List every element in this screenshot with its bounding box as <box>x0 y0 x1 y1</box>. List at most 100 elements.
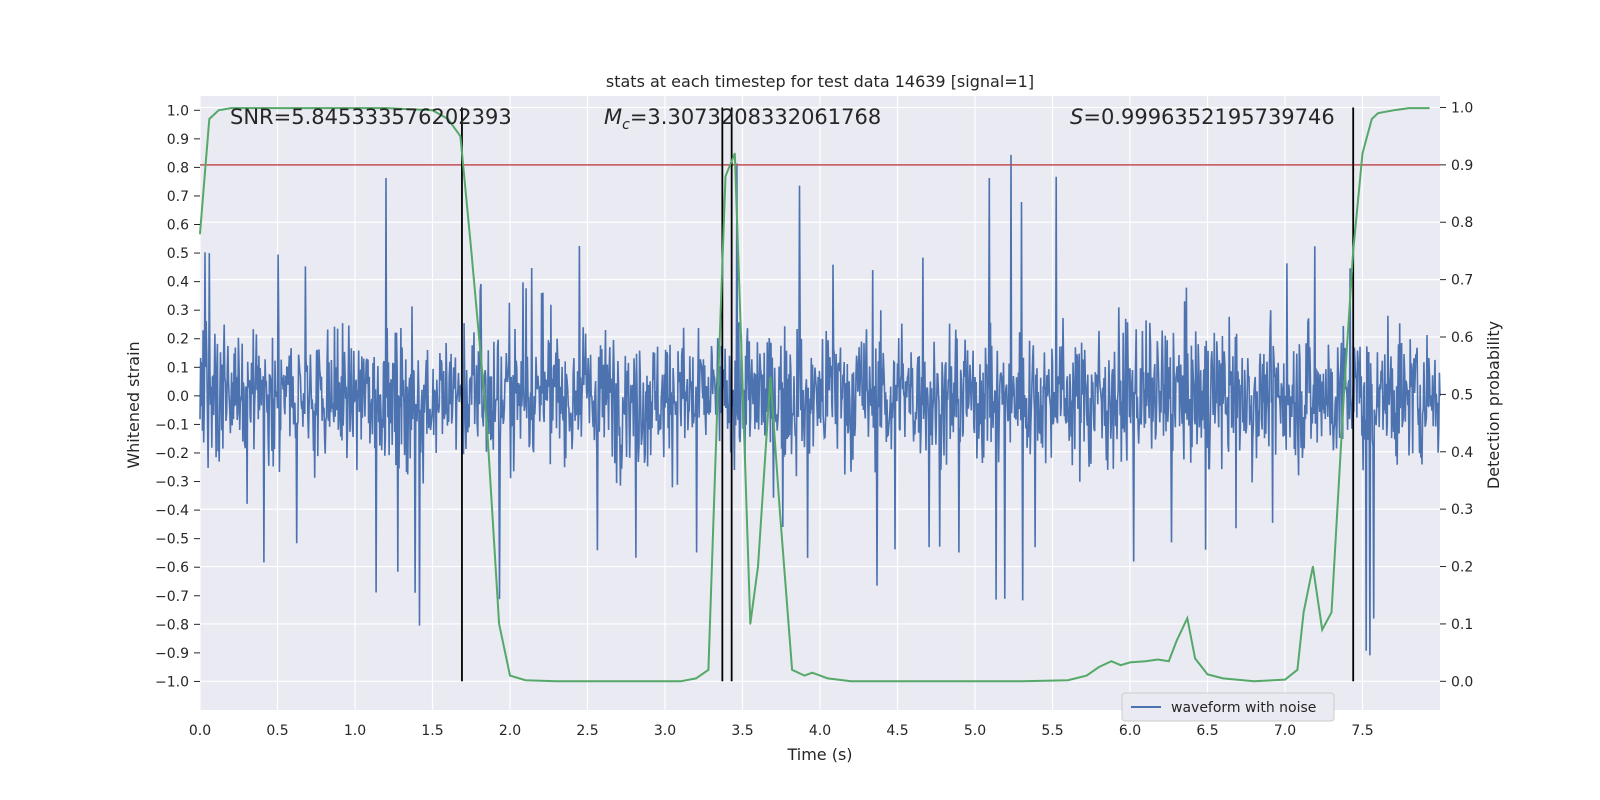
y-right-tick-label: 0.4 <box>1451 445 1473 461</box>
chirp-mass-value: =3.3073208332061768 <box>630 105 881 129</box>
y-left-tick-label: 0.4 <box>167 275 189 291</box>
chirp-mass-subscript: c <box>622 117 630 133</box>
x-tick-label: 0.0 <box>189 723 211 739</box>
probability-point <box>555 680 558 683</box>
probability-point <box>757 565 759 568</box>
legend: waveform with noise <box>1121 692 1335 722</box>
probability-point <box>509 674 511 677</box>
probability-point <box>217 109 220 112</box>
y-right-tick-label: 0.6 <box>1451 330 1473 346</box>
y-left-tick-label: −0.1 <box>155 417 189 433</box>
y-left-tick-label: −0.2 <box>155 446 189 462</box>
probability-point <box>734 152 736 155</box>
probability-point <box>827 677 829 680</box>
probability-point <box>707 669 710 671</box>
significance-annotation: S=0.9996352195739746 <box>1070 105 1335 129</box>
probability-point <box>1144 660 1147 662</box>
y-left-tick-label: 0.7 <box>167 189 189 205</box>
x-tick-label: 7.5 <box>1351 723 1373 739</box>
legend-label: waveform with noise <box>1171 700 1316 716</box>
probability-point <box>1157 658 1159 661</box>
y-left-tick-label: 0.9 <box>167 132 189 148</box>
x-tick-label: 6.0 <box>1119 723 1141 739</box>
snr-annotation: SNR=5.845333576202393 <box>230 105 512 129</box>
y-left-tick-label: 0.6 <box>167 218 189 234</box>
probability-point <box>1186 617 1189 619</box>
probability-point <box>1067 679 1069 681</box>
x-tick-label: 4.0 <box>809 723 831 739</box>
probability-point <box>803 674 806 677</box>
probability-point <box>850 680 852 683</box>
probability-point <box>208 118 211 120</box>
probability-point <box>470 250 473 252</box>
probability-point <box>230 107 232 109</box>
probability-point <box>1377 112 1379 114</box>
probability-point <box>199 232 201 235</box>
overlay <box>199 107 1440 683</box>
y-left-tick-label: 0.8 <box>167 160 189 176</box>
probability-point <box>1206 673 1209 676</box>
probability-point <box>716 393 719 396</box>
probability-point <box>498 623 500 625</box>
probability-point <box>1110 660 1113 662</box>
y-right-tick-label: 0.5 <box>1451 387 1473 403</box>
x-tick-label: 0.5 <box>266 723 288 739</box>
y-left-tick-label: −0.5 <box>155 532 189 548</box>
probability-point <box>1312 565 1314 568</box>
probability-point <box>1408 107 1410 109</box>
y-left-tick-label: −0.6 <box>155 560 189 576</box>
y-right-tick-label: 0.9 <box>1451 158 1473 174</box>
y-right-axis-label: Detection probability <box>1484 321 1503 489</box>
probability-point <box>811 671 814 674</box>
probability-point <box>486 422 488 424</box>
probability-point <box>447 118 449 120</box>
probability-point <box>1371 118 1373 120</box>
probability-point <box>1098 666 1100 668</box>
x-tick-label: 2.5 <box>576 723 598 739</box>
y-left-tick-label: −0.9 <box>155 646 189 662</box>
x-tick-label: 7.0 <box>1274 723 1296 739</box>
probability-point <box>1284 678 1286 681</box>
y-right-tick-label: 0.3 <box>1451 502 1473 518</box>
x-tick-label: 4.5 <box>886 723 908 739</box>
probability-point <box>602 680 604 683</box>
y-left-tick-label: 0.2 <box>167 332 189 348</box>
chirp-mass-annotation: Mc=3.3073208332061768 <box>604 105 881 133</box>
y-left-tick-label: −0.4 <box>155 503 189 519</box>
probability-point <box>679 680 682 683</box>
y-left-tick-label: −1.0 <box>155 674 189 690</box>
probability-point <box>1428 107 1430 109</box>
probability-point <box>740 336 742 338</box>
y-right-tick-label: 0.0 <box>1451 674 1473 690</box>
x-tick-label: 6.5 <box>1196 723 1218 739</box>
y-left-axis-label: Whitened strain <box>124 341 143 468</box>
probability-point <box>524 679 527 681</box>
probability-point <box>1330 611 1333 614</box>
probability-point <box>1119 664 1122 666</box>
x-tick-label: 1.0 <box>344 723 366 739</box>
y-left-tick-label: −0.3 <box>155 475 189 491</box>
probability-point <box>1175 640 1178 642</box>
probability-point <box>695 677 697 680</box>
probability-point <box>1296 669 1299 671</box>
chart-title: stats at each timestep for test data 146… <box>606 72 1034 91</box>
y-left-tick-label: 0.3 <box>167 303 189 319</box>
y-right-tick-label: 1.0 <box>1451 100 1473 116</box>
probability-point <box>1222 677 1224 680</box>
y-left-tick-label: 0.5 <box>167 246 189 262</box>
x-tick-label: 1.5 <box>421 723 443 739</box>
probability-point <box>791 669 793 671</box>
x-tick-label: 2.0 <box>499 723 521 739</box>
probability-point <box>1302 611 1305 614</box>
probability-point <box>1321 628 1323 631</box>
x-axis-ticks: 0.0 0.5 1.0 1.5 2.0 2.5 3.0 3.5 4.0 4.5 5.0 5.5 6.0 6… <box>189 723 1374 739</box>
probability-point <box>1392 109 1395 112</box>
x-tick-label: 3.0 <box>654 723 676 739</box>
y-right-axis-ticks: 1.0 0.9 0.8 0.7 0.6 0.5 0.4 0.3 0.2 0.1 0.0 <box>1440 100 1473 690</box>
probability-point <box>1352 250 1354 252</box>
significance-symbol: S <box>1070 105 1083 129</box>
detection-probability-line <box>199 107 1430 683</box>
x-tick-label: 3.5 <box>731 723 753 739</box>
probability-point <box>749 623 752 625</box>
